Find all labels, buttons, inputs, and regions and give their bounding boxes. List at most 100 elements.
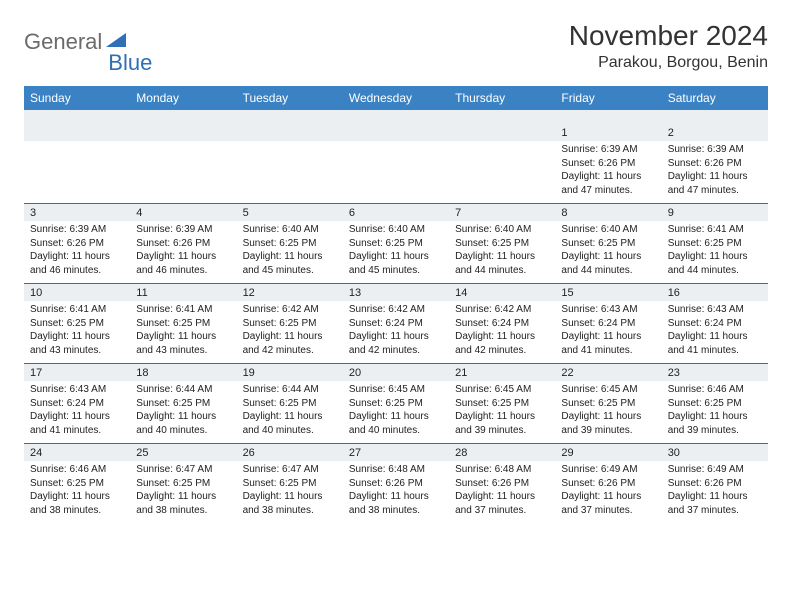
location-label: Parakou, Borgou, Benin [569, 54, 768, 72]
daynum-row: 12 [24, 124, 768, 141]
day-number: 21 [449, 364, 555, 382]
day-info-line: Daylight: 11 hours and 45 minutes. [243, 250, 337, 277]
day-body-row: Sunrise: 6:41 AMSunset: 6:25 PMDaylight:… [24, 301, 768, 364]
day-info-line: Sunrise: 6:40 AM [561, 223, 655, 237]
day-info-line: Sunrise: 6:49 AM [561, 463, 655, 477]
day-info-line: Sunset: 6:24 PM [455, 317, 549, 331]
day-info-line: Sunset: 6:24 PM [349, 317, 443, 331]
day-cell: Sunrise: 6:41 AMSunset: 6:25 PMDaylight:… [24, 301, 130, 364]
day-info-line: Daylight: 11 hours and 40 minutes. [349, 410, 443, 437]
dayhead-tue: Tuesday [237, 86, 343, 110]
day-info-line: Sunset: 6:26 PM [668, 157, 762, 171]
day-number: 19 [237, 364, 343, 382]
day-cell: Sunrise: 6:45 AMSunset: 6:25 PMDaylight:… [555, 381, 661, 444]
day-info-line: Sunset: 6:25 PM [136, 397, 230, 411]
day-number: 15 [555, 284, 661, 302]
daynum-row: 17181920212223 [24, 364, 768, 382]
day-info-line: Daylight: 11 hours and 41 minutes. [668, 330, 762, 357]
day-cell: Sunrise: 6:44 AMSunset: 6:25 PMDaylight:… [237, 381, 343, 444]
day-number [237, 124, 343, 141]
day-body-row: Sunrise: 6:46 AMSunset: 6:25 PMDaylight:… [24, 461, 768, 523]
day-info-line: Sunrise: 6:42 AM [243, 303, 337, 317]
day-cell: Sunrise: 6:46 AMSunset: 6:25 PMDaylight:… [24, 461, 130, 523]
calendar-table: Sunday Monday Tuesday Wednesday Thursday… [24, 86, 768, 124]
day-cell: Sunrise: 6:39 AMSunset: 6:26 PMDaylight:… [662, 141, 768, 204]
day-cell [449, 141, 555, 204]
day-cell: Sunrise: 6:49 AMSunset: 6:26 PMDaylight:… [662, 461, 768, 523]
day-info-line: Sunrise: 6:46 AM [30, 463, 124, 477]
day-info-line: Sunrise: 6:43 AM [561, 303, 655, 317]
day-cell: Sunrise: 6:48 AMSunset: 6:26 PMDaylight:… [449, 461, 555, 523]
day-info-line: Daylight: 11 hours and 46 minutes. [30, 250, 124, 277]
day-cell: Sunrise: 6:49 AMSunset: 6:26 PMDaylight:… [555, 461, 661, 523]
day-info-line: Sunrise: 6:40 AM [243, 223, 337, 237]
logo-text-general: General [24, 29, 102, 55]
day-info-line: Sunrise: 6:44 AM [136, 383, 230, 397]
day-number: 14 [449, 284, 555, 302]
day-number: 20 [343, 364, 449, 382]
dayhead-mon: Monday [130, 86, 236, 110]
day-cell: Sunrise: 6:43 AMSunset: 6:24 PMDaylight:… [662, 301, 768, 364]
page-title: November 2024 [569, 20, 768, 52]
day-cell: Sunrise: 6:48 AMSunset: 6:26 PMDaylight:… [343, 461, 449, 523]
day-info-line: Sunset: 6:26 PM [349, 477, 443, 491]
day-info-line: Sunrise: 6:48 AM [349, 463, 443, 477]
day-number: 5 [237, 204, 343, 222]
daynum-row: 10111213141516 [24, 284, 768, 302]
day-info-line: Sunset: 6:26 PM [30, 237, 124, 251]
day-info-line: Sunset: 6:25 PM [243, 317, 337, 331]
day-info-line: Sunset: 6:25 PM [668, 397, 762, 411]
spacer-row [24, 110, 768, 124]
day-cell [237, 141, 343, 204]
day-info-line: Daylight: 11 hours and 40 minutes. [136, 410, 230, 437]
day-cell [130, 141, 236, 204]
day-info-line: Sunrise: 6:39 AM [136, 223, 230, 237]
day-info-line: Daylight: 11 hours and 41 minutes. [30, 410, 124, 437]
day-info-line: Sunset: 6:25 PM [455, 237, 549, 251]
weeks-table: 12Sunrise: 6:39 AMSunset: 6:26 PMDayligh… [24, 124, 768, 523]
day-info-line: Sunset: 6:25 PM [455, 397, 549, 411]
day-info-line: Sunset: 6:25 PM [30, 477, 124, 491]
day-info-line: Sunrise: 6:45 AM [561, 383, 655, 397]
day-number: 29 [555, 444, 661, 462]
day-number: 10 [24, 284, 130, 302]
day-cell: Sunrise: 6:40 AMSunset: 6:25 PMDaylight:… [555, 221, 661, 284]
day-cell: Sunrise: 6:39 AMSunset: 6:26 PMDaylight:… [24, 221, 130, 284]
day-info-line: Sunset: 6:25 PM [349, 237, 443, 251]
day-info-line: Sunset: 6:24 PM [30, 397, 124, 411]
day-info-line: Daylight: 11 hours and 42 minutes. [455, 330, 549, 357]
day-cell: Sunrise: 6:40 AMSunset: 6:25 PMDaylight:… [237, 221, 343, 284]
day-number: 16 [662, 284, 768, 302]
day-number: 28 [449, 444, 555, 462]
day-info-line: Daylight: 11 hours and 37 minutes. [668, 490, 762, 517]
day-info-line: Sunrise: 6:43 AM [668, 303, 762, 317]
day-number: 11 [130, 284, 236, 302]
day-info-line: Daylight: 11 hours and 38 minutes. [243, 490, 337, 517]
day-info-line: Sunrise: 6:49 AM [668, 463, 762, 477]
day-number: 1 [555, 124, 661, 141]
dayhead-fri: Friday [555, 86, 661, 110]
day-number: 6 [343, 204, 449, 222]
day-info-line: Daylight: 11 hours and 40 minutes. [243, 410, 337, 437]
day-info-line: Sunset: 6:26 PM [668, 477, 762, 491]
day-info-line: Sunrise: 6:45 AM [455, 383, 549, 397]
day-cell: Sunrise: 6:44 AMSunset: 6:25 PMDaylight:… [130, 381, 236, 444]
day-info-line: Sunset: 6:26 PM [561, 477, 655, 491]
day-info-line: Sunset: 6:25 PM [349, 397, 443, 411]
day-info-line: Sunset: 6:25 PM [668, 237, 762, 251]
dayhead-thu: Thursday [449, 86, 555, 110]
day-number: 13 [343, 284, 449, 302]
day-info-line: Sunset: 6:24 PM [561, 317, 655, 331]
dayhead-wed: Wednesday [343, 86, 449, 110]
day-info-line: Daylight: 11 hours and 39 minutes. [668, 410, 762, 437]
day-cell: Sunrise: 6:39 AMSunset: 6:26 PMDaylight:… [555, 141, 661, 204]
day-info-line: Sunset: 6:25 PM [136, 477, 230, 491]
day-cell: Sunrise: 6:39 AMSunset: 6:26 PMDaylight:… [130, 221, 236, 284]
day-number: 18 [130, 364, 236, 382]
day-info-line: Daylight: 11 hours and 44 minutes. [668, 250, 762, 277]
day-number [343, 124, 449, 141]
title-block: November 2024 Parakou, Borgou, Benin [569, 20, 768, 72]
day-info-line: Sunset: 6:26 PM [561, 157, 655, 171]
day-header-row: Sunday Monday Tuesday Wednesday Thursday… [24, 86, 768, 110]
daynum-row: 24252627282930 [24, 444, 768, 462]
